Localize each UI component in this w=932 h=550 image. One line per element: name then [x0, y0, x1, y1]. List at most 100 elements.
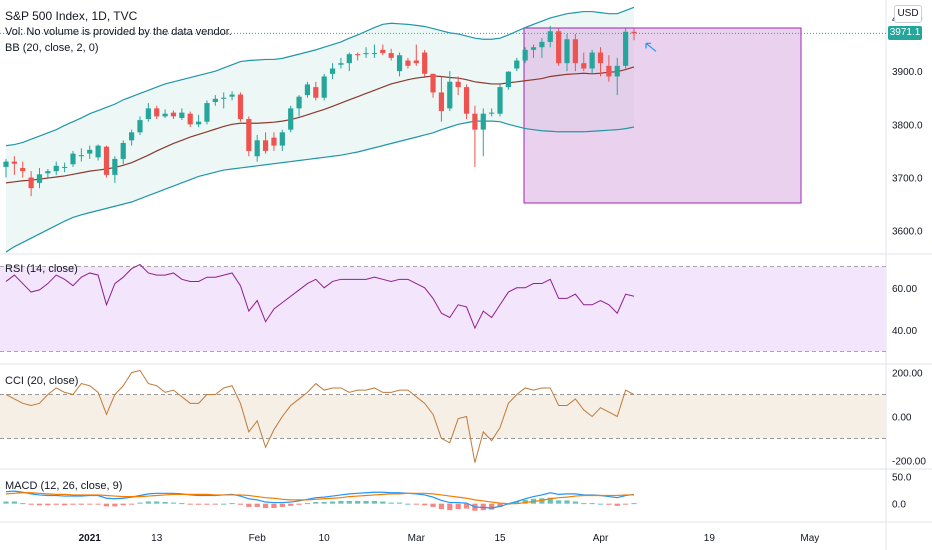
time-tick-label: Apr [593, 533, 609, 544]
candle-body [505, 71, 511, 88]
candle [145, 103, 151, 122]
volume-note: Vol: No volume is provided by the data v… [5, 26, 232, 38]
time-tick-label: 10 [319, 533, 331, 544]
candle [262, 132, 269, 154]
candle-body [229, 94, 235, 97]
candle [455, 76, 461, 96]
candle-body [589, 52, 595, 69]
macd-histogram-bar [355, 500, 361, 504]
candle [304, 81, 311, 98]
candle-body [78, 155, 84, 157]
price-tick-label: 3600.0 [892, 227, 923, 238]
macd-histogram-bar [129, 503, 135, 505]
candle [78, 148, 84, 162]
macd-histogram-bar [254, 503, 260, 507]
candle-body [313, 87, 319, 98]
candle [62, 162, 68, 173]
candle-body [606, 65, 612, 77]
candle-body [296, 96, 302, 109]
candle-body [11, 161, 17, 164]
bb-upper-line [5, 6, 635, 147]
candle [463, 84, 470, 120]
candle [547, 25, 553, 48]
candle [95, 144, 101, 161]
candle [522, 47, 528, 64]
candle-body [472, 113, 478, 130]
macd-histogram-bar [447, 503, 453, 511]
candle-body [631, 31, 637, 34]
candle-body [28, 177, 34, 189]
candle-body [539, 41, 545, 48]
candle [204, 100, 210, 125]
candle-body [129, 132, 135, 141]
candle [355, 52, 361, 61]
axes: 4000.03900.03800.03700.03600.060.0040.00… [79, 14, 927, 544]
candle [338, 57, 344, 69]
candle [556, 28, 562, 66]
candle-body [279, 132, 285, 146]
macd-histogram-bar [547, 497, 553, 504]
cursor-arrow-icon [645, 42, 657, 52]
candle-body [463, 87, 470, 114]
candle-body [355, 54, 361, 56]
macd-histogram-bar [455, 503, 461, 510]
main-pane [0, 6, 886, 253]
candle-body [45, 171, 51, 174]
candle [53, 161, 59, 175]
price-tick-label: 3700.0 [892, 174, 923, 185]
candle [179, 108, 185, 121]
candle [447, 71, 453, 112]
candle-body [430, 73, 436, 93]
macd-histogram-bar [87, 503, 93, 505]
macd-histogram-bar [78, 503, 84, 505]
candle [606, 55, 612, 82]
candle [363, 47, 369, 58]
candle [237, 92, 244, 122]
rsi-indicator-label[interactable]: RSI (14, close) [5, 263, 78, 275]
macd-histogram-bar [631, 503, 637, 505]
candle-body [112, 158, 118, 175]
time-tick-label: Feb [249, 533, 267, 544]
candle-body [321, 76, 327, 98]
candle-body [162, 113, 168, 117]
candle [480, 108, 486, 157]
macd-histogram-bar [162, 502, 168, 504]
price-tick-label: 3800.0 [892, 120, 923, 131]
candle [36, 167, 43, 189]
rsi-tick-label: 40.00 [892, 326, 917, 337]
candle-body [438, 92, 445, 112]
candle-body [145, 108, 151, 120]
macd-tick-label: 0.0 [892, 500, 906, 511]
candle-body [623, 31, 629, 66]
macd-histogram-bar [296, 503, 302, 505]
candle [396, 52, 403, 77]
candle-body [221, 97, 227, 99]
candle-body [70, 153, 76, 165]
macd-tick-label: 50.0 [892, 472, 912, 483]
macd-indicator-label[interactable]: MACD (12, 26, close, 9) [5, 480, 123, 492]
candle-body [447, 81, 453, 109]
rsi-pane [0, 263, 886, 352]
candle-body [455, 81, 461, 88]
candle-body [20, 167, 26, 172]
candle-body [530, 47, 537, 50]
currency-button[interactable]: USD [894, 5, 922, 23]
bb-indicator-label[interactable]: BB (20, close, 2, 0) [5, 42, 99, 54]
candle [246, 116, 252, 157]
candle [212, 95, 218, 106]
cci-indicator-label[interactable]: CCI (20, close) [5, 375, 79, 387]
macd-histogram-bar [589, 503, 595, 505]
macd-histogram-bar [36, 503, 43, 506]
candle-body [103, 146, 110, 175]
macd-histogram-bar [137, 502, 143, 504]
candle [505, 71, 511, 90]
macd-histogram-bar [62, 503, 68, 506]
candle [313, 81, 319, 101]
macd-histogram-bar [497, 503, 503, 507]
candle-body [288, 108, 294, 130]
macd-histogram-bar [288, 503, 294, 506]
candle [371, 44, 378, 58]
macd-histogram-bar [380, 501, 386, 504]
candle [631, 28, 637, 41]
